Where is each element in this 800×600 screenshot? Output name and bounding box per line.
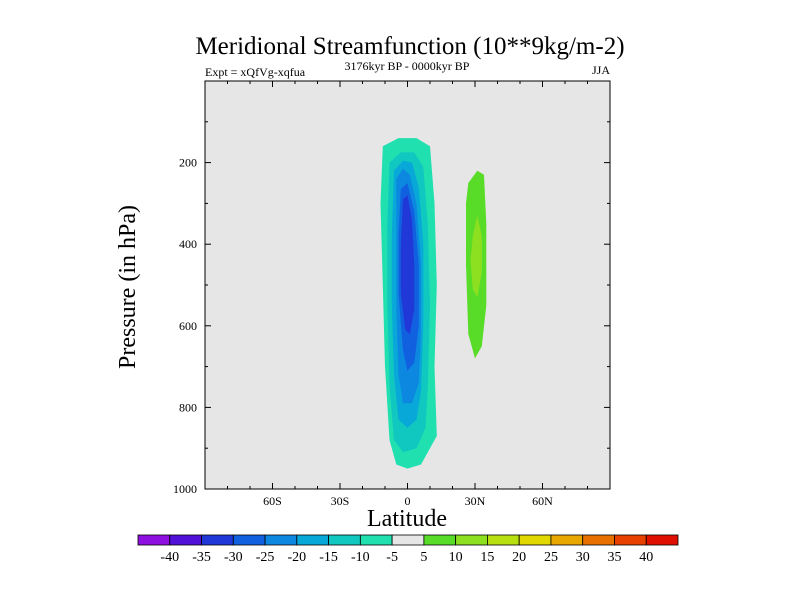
colorbar-swatch <box>264 534 298 546</box>
colorbar-swatch <box>550 534 584 546</box>
y-tick-label: 600 <box>179 319 197 333</box>
experiment-label: Expt = xQfVg-xqfua <box>205 65 306 79</box>
x-tick-label: 30S <box>331 494 350 508</box>
chart-title: Meridional Streamfunction (10**9kg/m-2) <box>195 33 624 60</box>
colorbar-swatch <box>296 534 329 546</box>
colorbar-swatch <box>232 534 266 546</box>
colorbar-label: -30 <box>224 550 243 565</box>
contour-region <box>281 232 304 451</box>
colorbar-swatch <box>645 534 679 546</box>
x-axis-label: Latitude <box>367 506 447 532</box>
contour-region <box>443 81 455 147</box>
x-tick-label: 0 <box>405 494 411 508</box>
colorbar-label: -40 <box>160 550 179 565</box>
colorbar-label: 5 <box>420 550 427 565</box>
contour-region <box>229 81 241 404</box>
colorbar-label: -10 <box>351 550 370 565</box>
colorbar-swatch <box>423 534 457 546</box>
colorbar-swatch <box>169 534 202 546</box>
colorbar-swatch <box>614 534 647 546</box>
y-axis-label: Pressure (in hPa) <box>115 205 141 369</box>
season-label: JJA <box>592 63 610 77</box>
colorbar-swatch <box>359 534 393 546</box>
colorbar-label: 20 <box>512 550 526 565</box>
y-tick-label: 400 <box>179 237 197 251</box>
colorbar-label: -15 <box>319 550 338 565</box>
contour-region <box>470 215 482 298</box>
colorbar-label: 40 <box>639 550 653 565</box>
colorbar-swatch <box>201 534 234 546</box>
colorbar: -40 -35 -30 -25 -20 -15 -10 -5 5 10 15 20 25 30 35 40 <box>137 534 679 565</box>
colorbar-swatch <box>487 534 520 546</box>
plot-area: 60S 30S 0 30N 60N 200 400 600 800 1000 <box>173 80 611 508</box>
colorbar-label: -35 <box>192 550 211 565</box>
x-tick-label: 60N <box>532 494 553 508</box>
y-tick-label: 1000 <box>173 482 197 496</box>
colorbar-label: -20 <box>287 550 306 565</box>
colorbar-label: 25 <box>544 550 558 565</box>
colorbar-label: -25 <box>256 550 275 565</box>
colorbar-label: 30 <box>576 550 590 565</box>
colorbar-label: 35 <box>607 550 621 565</box>
colorbar-swatch <box>582 534 615 546</box>
colorbar-swatch <box>391 534 425 546</box>
y-tick-label: 800 <box>179 400 197 414</box>
colorbar-label: -5 <box>386 550 398 565</box>
colorbar-swatch <box>137 534 171 546</box>
x-tick-label: 60S <box>263 494 282 508</box>
colorbar-swatch <box>328 534 361 546</box>
colorbar-label: 10 <box>449 550 463 565</box>
contour-region <box>407 81 412 126</box>
contour-region <box>400 195 415 334</box>
colorbar-label: 15 <box>480 550 494 565</box>
y-tick-label: 200 <box>179 156 197 170</box>
x-tick-label: 30N <box>465 494 486 508</box>
period-label: 3176kyr BP - 0000kyr BP <box>345 59 470 73</box>
contour-region <box>337 121 365 467</box>
colorbar-swatch <box>518 534 552 546</box>
colorbar-swatch <box>455 534 488 546</box>
